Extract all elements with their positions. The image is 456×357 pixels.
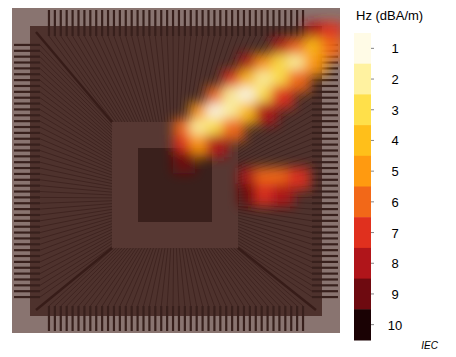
colorbar-tick-label: 10 <box>388 318 402 333</box>
background <box>0 0 456 357</box>
colorbar-tick <box>371 48 374 49</box>
colorbar-label: Hz (dBA/m) <box>356 8 423 23</box>
colorbar-swatch <box>354 187 371 218</box>
heat-cell <box>255 103 277 125</box>
colorbar-tick-label: 8 <box>391 256 398 271</box>
colorbar-tick-label: 6 <box>391 195 398 210</box>
colorbar-tick <box>371 140 374 141</box>
colorbar-swatch <box>354 94 371 125</box>
figure: Hz (dBA/m) 1 2 3 4 5 6 7 8 9 10 IEC <box>0 0 456 357</box>
chip-border <box>12 8 340 333</box>
colorbar-tick-label: 2 <box>391 72 398 87</box>
colorbar-swatch <box>354 156 371 187</box>
colorbar-tick-label: 5 <box>391 164 398 179</box>
colorbar-tick-label: 7 <box>391 226 398 241</box>
colorbar-tick-label: 3 <box>391 103 398 118</box>
colorbar <box>354 33 374 341</box>
colorbar-swatch <box>354 64 371 95</box>
colorbar-tick-label: 9 <box>391 287 398 302</box>
colorbar-tick <box>371 109 374 110</box>
heat-cell <box>173 151 195 173</box>
tint <box>12 8 340 333</box>
colorbar-tick <box>371 171 374 172</box>
heatmap <box>173 21 340 206</box>
colorbar-swatch <box>354 33 371 64</box>
chip-image <box>12 8 340 333</box>
colorbar-tick <box>371 79 374 80</box>
heatmap-clip <box>173 21 340 206</box>
colorbar-tick-label: 4 <box>391 133 398 148</box>
heat-cell <box>206 135 228 157</box>
colorbar-tick-label: 1 <box>391 41 398 56</box>
colorbar-swatch <box>354 279 371 310</box>
colorbar-tick <box>371 263 374 264</box>
colorbar-swatch <box>354 125 371 156</box>
colorbar-swatch <box>354 248 371 279</box>
colorbar-swatch <box>354 309 371 340</box>
colorbar-tick <box>371 293 374 294</box>
colorbar-swatch <box>354 217 371 248</box>
heat-cell <box>271 184 293 206</box>
annotation: IEC <box>421 340 438 351</box>
colorbar-tick <box>371 324 374 325</box>
colorbar-tick <box>371 232 374 233</box>
colorbar-tick <box>371 201 374 202</box>
